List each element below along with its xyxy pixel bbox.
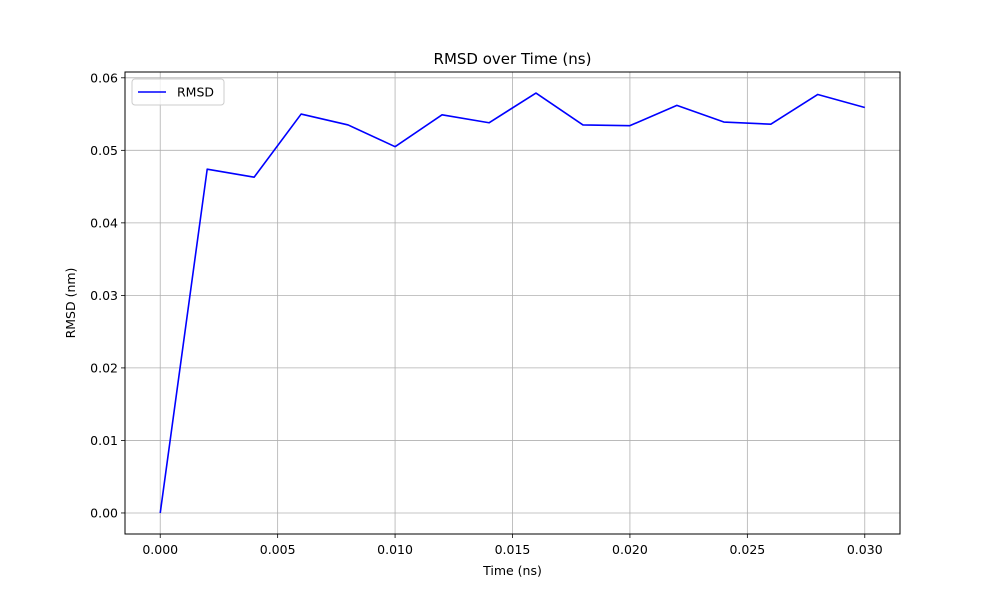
x-tick-label: 0.015: [495, 542, 531, 557]
grid-lines: [125, 72, 900, 534]
y-tick-label: 0.03: [90, 288, 118, 303]
legend: RMSD: [131, 78, 225, 106]
x-tick-label: 0.000: [142, 542, 178, 557]
chart-title: RMSD over Time (ns): [434, 50, 592, 68]
x-tick-label: 0.005: [260, 542, 296, 557]
x-tick-label: 0.020: [612, 542, 648, 557]
y-tick-label: 0.00: [90, 505, 118, 520]
y-tick-label: 0.06: [90, 70, 118, 85]
legend-box: [131, 78, 225, 106]
y-tick-label: 0.01: [90, 433, 118, 448]
y-tick-label: 0.02: [90, 360, 118, 375]
series-line-rmsd: [159, 92, 865, 514]
ticks: 0.000 0.005 0.010 0.015 0.020 0.025 0.030 0.00 0…: [90, 70, 883, 557]
y-tick-label: 0.04: [90, 215, 118, 230]
series-layer: [159, 92, 865, 514]
y-tick-label: 0.05: [90, 143, 118, 158]
x-tick-label: 0.030: [847, 542, 883, 557]
y-axis-label: RMSD (nm): [63, 268, 78, 339]
x-tick-label: 0.010: [377, 542, 413, 557]
x-tick-label: 0.025: [729, 542, 765, 557]
x-axis-label: Time (ns): [482, 563, 542, 578]
legend-label: RMSD: [177, 85, 214, 100]
